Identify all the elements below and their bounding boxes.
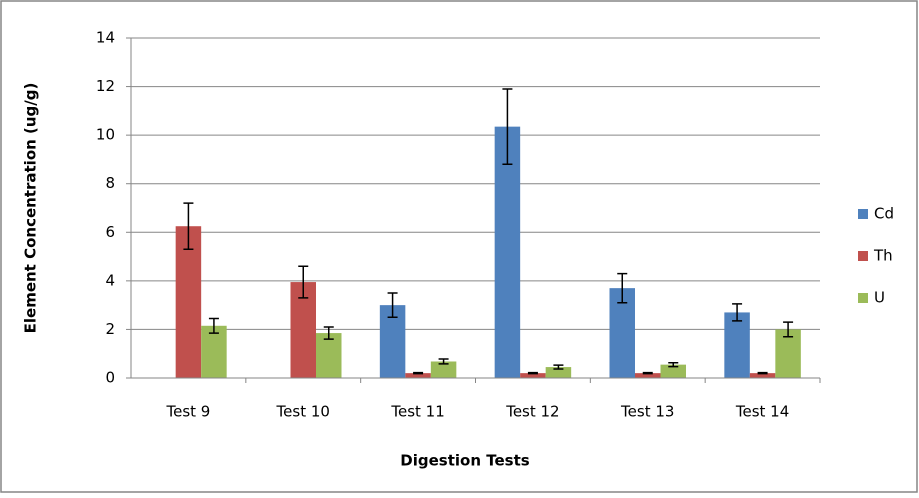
bar	[520, 373, 546, 378]
error-bar	[298, 265, 309, 299]
error-bar	[668, 361, 679, 368]
y-axis-title: Element Concentration (ug/g)	[22, 83, 40, 334]
error-bar	[323, 326, 334, 340]
bar	[545, 367, 572, 378]
x-tick-label: Test 12	[505, 403, 559, 421]
error-bar	[183, 202, 194, 251]
error-bar	[732, 303, 743, 322]
bar	[635, 373, 661, 378]
bar	[660, 364, 686, 378]
legend-swatch	[858, 293, 868, 303]
bar	[749, 373, 776, 378]
legend-label: Cd	[874, 205, 894, 223]
bar	[775, 329, 801, 378]
error-bar	[757, 371, 768, 375]
y-tick-label: 6	[105, 223, 115, 241]
error-bar	[387, 292, 398, 319]
x-tick-label: Test 11	[390, 403, 444, 421]
legend-label: Th	[873, 247, 893, 265]
bar	[494, 126, 521, 379]
error-bar	[413, 371, 424, 375]
x-tick-label: Test 9	[165, 403, 210, 421]
bar	[724, 312, 750, 378]
bar	[201, 325, 227, 378]
bar	[175, 226, 202, 378]
y-tick-label: 2	[105, 320, 115, 338]
y-tick-label: 8	[105, 174, 115, 192]
error-bar	[642, 371, 653, 375]
y-tick-label: 14	[96, 29, 115, 47]
bar	[405, 373, 431, 378]
bar	[316, 333, 342, 378]
legend-swatch	[858, 251, 868, 261]
x-tick-label: Test 14	[735, 403, 789, 421]
error-bar	[527, 371, 538, 375]
y-tick-label: 4	[105, 271, 115, 289]
x-tick-label: Test 10	[276, 403, 330, 421]
error-bar	[438, 358, 449, 365]
y-tick-label: 10	[96, 126, 115, 144]
error-bar	[502, 88, 513, 166]
bar	[430, 361, 457, 378]
y-tick-label: 0	[105, 369, 115, 387]
error-bar	[553, 364, 564, 370]
legend-label: U	[874, 289, 885, 307]
error-bar	[783, 321, 794, 338]
y-tick-label: 12	[96, 77, 115, 95]
legend-swatch	[858, 209, 868, 219]
x-axis-title: Digestion Tests	[400, 452, 529, 470]
error-bar	[208, 317, 219, 334]
x-tick-label: Test 13	[620, 403, 674, 421]
error-bar	[617, 272, 628, 304]
